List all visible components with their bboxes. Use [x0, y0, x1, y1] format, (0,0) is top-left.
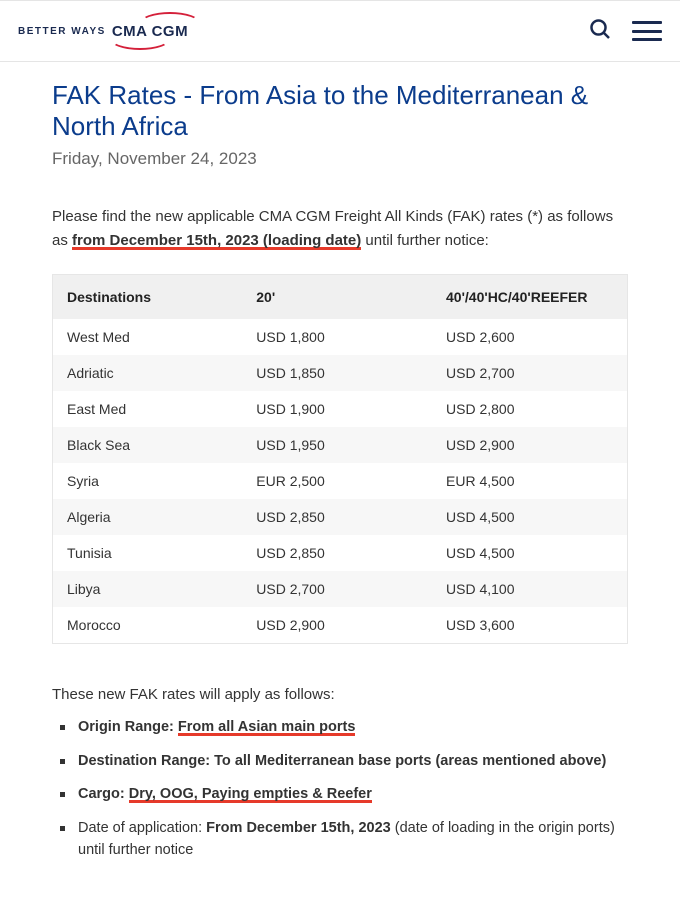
- intro-post: until further notice:: [361, 232, 489, 249]
- table-cell: USD 2,800: [432, 391, 628, 427]
- intro-paragraph: Please find the new applicable CMA CGM F…: [52, 205, 628, 252]
- logo[interactable]: CMA CGM: [112, 8, 202, 54]
- table-cell: Syria: [53, 463, 243, 499]
- table-cell: Morocco: [53, 607, 243, 644]
- table-cell: USD 1,950: [242, 427, 432, 463]
- col-destinations: Destinations: [53, 274, 243, 319]
- table-row: LibyaUSD 2,700USD 4,100: [53, 571, 628, 607]
- table-cell: USD 4,100: [432, 571, 628, 607]
- table-row: AdriaticUSD 1,850USD 2,700: [53, 355, 628, 391]
- table-cell: West Med: [53, 319, 243, 355]
- origin-value: From all Asian main ports: [178, 719, 356, 736]
- destination-range: Destination Range: To all Mediterranean …: [78, 753, 606, 769]
- table-cell: Tunisia: [53, 535, 243, 571]
- list-item: Date of application: From December 15th,…: [60, 818, 628, 862]
- col-40ft: 40'/40'HC/40'REEFER: [432, 274, 628, 319]
- table-row: SyriaEUR 2,500EUR 4,500: [53, 463, 628, 499]
- table-row: Black SeaUSD 1,950USD 2,900: [53, 427, 628, 463]
- cargo-value: Dry, OOG, Paying empties & Reefer: [129, 786, 372, 803]
- table-cell: EUR 2,500: [242, 463, 432, 499]
- col-20ft: 20': [242, 274, 432, 319]
- table-cell: USD 2,600: [432, 319, 628, 355]
- table-row: MoroccoUSD 2,900USD 3,600: [53, 607, 628, 644]
- table-cell: East Med: [53, 391, 243, 427]
- list-item: Origin Range: From all Asian main ports: [60, 717, 628, 739]
- table-cell: USD 4,500: [432, 499, 628, 535]
- table-cell: USD 2,900: [242, 607, 432, 644]
- origin-label: Origin Range:: [78, 719, 174, 735]
- table-cell: Adriatic: [53, 355, 243, 391]
- table-cell: USD 2,850: [242, 499, 432, 535]
- list-item: Cargo: Dry, OOG, Paying empties & Reefer: [60, 784, 628, 806]
- main-content: FAK Rates - From Asia to the Mediterrane…: [0, 62, 680, 914]
- dateapp-pre: Date of application:: [78, 820, 206, 836]
- table-cell: USD 2,700: [242, 571, 432, 607]
- table-cell: USD 2,900: [432, 427, 628, 463]
- topbar-actions: [588, 17, 662, 46]
- page-title: FAK Rates - From Asia to the Mediterrane…: [52, 80, 628, 141]
- topbar: BETTER WAYS CMA CGM: [0, 0, 680, 62]
- brand: BETTER WAYS CMA CGM: [18, 8, 202, 54]
- table-cell: USD 3,600: [432, 607, 628, 644]
- table-cell: USD 4,500: [432, 535, 628, 571]
- rates-table: Destinations 20' 40'/40'HC/40'REEFER Wes…: [52, 274, 628, 644]
- list-item: Destination Range: To all Mediterranean …: [60, 751, 628, 773]
- table-cell: USD 2,700: [432, 355, 628, 391]
- publish-date: Friday, November 24, 2023: [52, 149, 628, 169]
- table-row: West MedUSD 1,800USD 2,600: [53, 319, 628, 355]
- apply-lead: These new FAK rates will apply as follow…: [52, 686, 628, 703]
- table-cell: Black Sea: [53, 427, 243, 463]
- table-cell: Libya: [53, 571, 243, 607]
- table-cell: USD 1,850: [242, 355, 432, 391]
- table-cell: Algeria: [53, 499, 243, 535]
- table-cell: USD 1,800: [242, 319, 432, 355]
- table-cell: EUR 4,500: [432, 463, 628, 499]
- table-cell: USD 2,850: [242, 535, 432, 571]
- apply-list: Origin Range: From all Asian main ports …: [52, 717, 628, 862]
- tagline: BETTER WAYS: [18, 26, 106, 37]
- table-row: AlgeriaUSD 2,850USD 4,500: [53, 499, 628, 535]
- intro-effective-date: from December 15th, 2023 (loading date): [72, 232, 361, 250]
- table-header-row: Destinations 20' 40'/40'HC/40'REEFER: [53, 274, 628, 319]
- table-row: TunisiaUSD 2,850USD 4,500: [53, 535, 628, 571]
- menu-icon[interactable]: [632, 21, 662, 41]
- cargo-label: Cargo:: [78, 786, 125, 802]
- table-cell: USD 1,900: [242, 391, 432, 427]
- table-row: East MedUSD 1,900USD 2,800: [53, 391, 628, 427]
- search-icon[interactable]: [588, 17, 612, 46]
- logo-text: CMA CGM: [112, 23, 188, 40]
- dateapp-strong: From December 15th, 2023: [206, 820, 391, 836]
